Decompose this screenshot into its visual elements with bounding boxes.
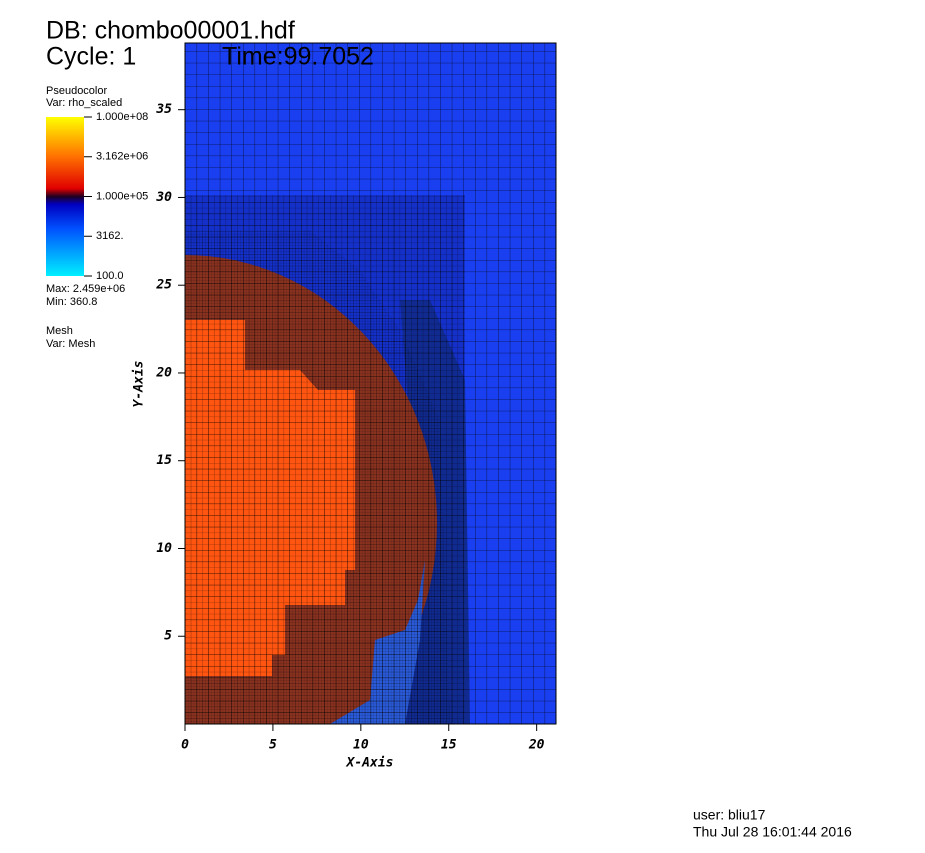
- plot-name: Pseudocolor: [46, 85, 107, 97]
- y-tick-label: 20: [155, 365, 172, 380]
- colorbar: [46, 117, 84, 276]
- y-tick-label: 10: [156, 541, 172, 556]
- x-tick-label: 10: [353, 738, 369, 753]
- title: DB: chombo00001.hdf: [46, 17, 295, 45]
- mesh-variable: Var: Mesh: [46, 338, 95, 350]
- time: Time:99.7052: [222, 43, 374, 71]
- y-tick-label: 5: [164, 629, 172, 644]
- user: user: bliu17: [693, 807, 766, 823]
- colorbar-tick-label: 100.0: [96, 270, 124, 282]
- x-tick-label: 15: [441, 738, 457, 753]
- colorbar-tick-label: 3.162e+06: [96, 151, 148, 163]
- x-axis-label: X-Axis: [346, 756, 394, 771]
- y-tick-label: 30: [155, 190, 172, 205]
- variable: Var: rho_scaled: [46, 97, 122, 109]
- colorbar-tick-label: 1.000e+05: [96, 190, 148, 202]
- mesh-finest: [185, 230, 450, 724]
- min: Min: 360.8: [46, 296, 97, 308]
- y-tick-label: 15: [156, 453, 172, 468]
- plot-frame: [184, 42, 557, 725]
- max: Max: 2.459e+06: [46, 283, 125, 295]
- y-tick-label: 25: [155, 278, 172, 293]
- cycle: Cycle: 1: [46, 43, 136, 71]
- x-tick-label: 5: [269, 738, 277, 753]
- colorbar-tick-label: 1.000e+08: [96, 111, 148, 123]
- mesh-name: Mesh: [46, 325, 73, 337]
- field: [185, 43, 556, 724]
- y-tick-label: 35: [155, 102, 172, 117]
- colorbar-tick-label: 3162.: [96, 230, 124, 242]
- x-tick-label: 0: [181, 738, 189, 753]
- y-axis-label: Y-Axis: [132, 361, 147, 408]
- date: Thu Jul 28 16:01:44 2016: [693, 824, 852, 840]
- x-tick-label: 20: [528, 738, 545, 753]
